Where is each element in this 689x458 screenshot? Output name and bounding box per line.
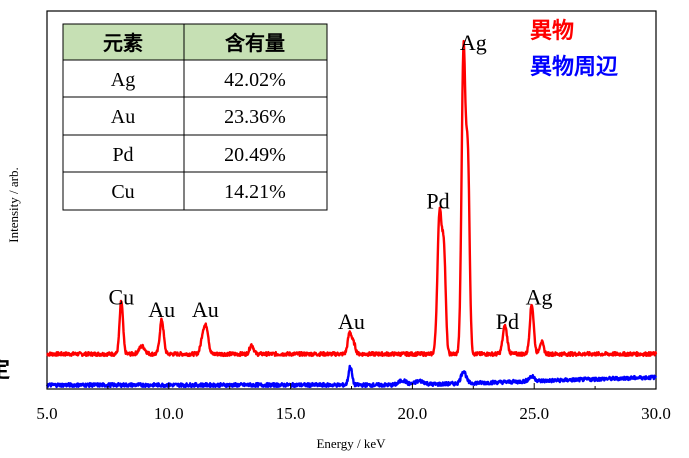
table-cell-element: Cu (111, 181, 134, 203)
table-header-bg (63, 24, 327, 60)
table-header-content: 含有量 (225, 31, 285, 55)
series-layer (45, 39, 658, 389)
table-cell-element: Au (111, 106, 135, 128)
table-header-element: 元素 (103, 31, 143, 55)
table-cell-content: 42.02% (224, 69, 286, 91)
peak-label: Au (338, 309, 365, 334)
peak-label: Pd (426, 188, 449, 213)
series-line-foreign (46, 39, 658, 358)
peak-label: Ag (460, 30, 487, 55)
x-tick-label: 5.0 (36, 404, 57, 423)
peak-label: Au (148, 297, 175, 322)
series-line-surrounding (45, 364, 658, 389)
x-axis-title: Energy / keV (316, 436, 386, 451)
peak-label: Pd (496, 309, 519, 334)
table-border (62, 23, 328, 211)
peak-label: Au (192, 297, 219, 322)
table-cell-content: 23.36% (224, 106, 286, 128)
table-cell-content: 20.49% (224, 144, 286, 166)
x-tick-label: 15.0 (276, 404, 306, 423)
x-tick-label: 10.0 (154, 404, 184, 423)
x-tick-label: 25.0 (519, 404, 549, 423)
legend: 異物 異物周辺 (530, 18, 618, 80)
legend-item-surrounding: 異物周辺 (530, 54, 618, 80)
y-axis-title: Intensity / arb. (6, 167, 21, 242)
edge-glyph: 定 (0, 357, 10, 383)
x-tick-label: 20.0 (398, 404, 428, 423)
table-cell-content: 14.21% (224, 181, 286, 203)
peak-annotations: Cu Au Au Au Pd Ag Pd Ag (108, 30, 552, 334)
composition-table: 元素 含有量 Ag 42.02% Au 23.36% Pd 20.49% Cu … (62, 23, 328, 211)
table-cell-element: Pd (112, 144, 133, 166)
peak-label: Cu (108, 284, 134, 309)
x-tick-label: 30.0 (641, 404, 671, 423)
peak-label: Ag (526, 284, 553, 309)
x-axis: 5.0 10.0 15.0 20.0 25.0 30.0 (36, 383, 671, 423)
legend-item-foreign: 異物 (530, 18, 574, 44)
table-cell-element: Ag (111, 69, 135, 91)
